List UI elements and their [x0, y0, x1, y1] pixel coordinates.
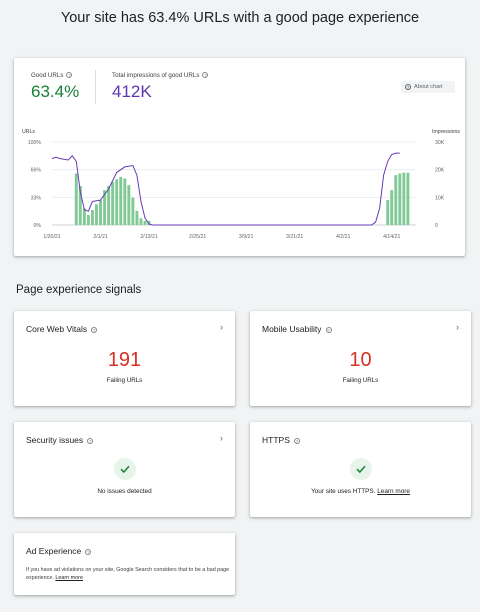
- security-status: No issues detected: [97, 488, 152, 495]
- good-urls-bar: [127, 185, 131, 225]
- left-tick-label: 33%: [31, 195, 42, 201]
- right-tick-label: 10K: [435, 195, 445, 201]
- help-icon[interactable]: ?: [325, 326, 332, 333]
- good-urls-bar: [123, 178, 127, 225]
- x-tick-label: 3/9/21: [239, 234, 254, 240]
- x-tick-label: 2/13/21: [140, 234, 157, 240]
- good-urls-value: 63.4%: [31, 82, 80, 101]
- help-icon[interactable]: ?: [66, 72, 73, 79]
- good-urls-bar: [139, 218, 143, 225]
- good-urls-bar: [115, 179, 119, 225]
- good-urls-bar: [90, 210, 94, 225]
- good-urls-bar: [82, 208, 86, 225]
- overview-card: Good URLs? 63.4% Total impressions of go…: [14, 58, 465, 256]
- metric-divider: [95, 70, 96, 104]
- good-urls-bar: [103, 190, 107, 225]
- good-urls-bar: [107, 185, 111, 225]
- help-icon: ?: [405, 83, 411, 90]
- about-chart-button[interactable]: ? About chart: [401, 81, 455, 93]
- security-issues-title: Security issues?: [26, 435, 94, 445]
- mobile-usability-card[interactable]: Mobile Usability? › 10 Failing URLs: [250, 311, 471, 406]
- right-tick-label: 0: [435, 223, 438, 229]
- good-urls-bar: [131, 197, 135, 225]
- good-urls-bar: [402, 172, 406, 225]
- good-urls-bar: [398, 173, 402, 225]
- left-tick-label: 0%: [34, 223, 42, 229]
- x-tick-label: 2/1/21: [93, 234, 108, 240]
- ad-experience-description: If you have ad violations on your site, …: [26, 567, 230, 581]
- right-tick-label: 20K: [435, 168, 445, 174]
- core-web-vitals-card[interactable]: Core Web Vitals? › 191 Failing URLs: [14, 311, 235, 406]
- good-urls-bar: [78, 185, 82, 225]
- core-web-vitals-title: Core Web Vitals?: [26, 324, 98, 334]
- https-card: HTTPS? Your site uses HTTPS. Learn more: [250, 422, 471, 517]
- page-title: Your site has 63.4% URLs with a good pag…: [60, 10, 420, 26]
- x-tick-label: 2/25/21: [189, 234, 206, 240]
- help-icon[interactable]: ?: [87, 437, 94, 444]
- check-icon: [113, 458, 136, 480]
- chevron-right-icon[interactable]: ›: [220, 322, 223, 332]
- good-urls-bar: [390, 190, 394, 225]
- ad-experience-title: Ad Experience?: [26, 546, 92, 556]
- left-tick-label: 100%: [28, 140, 42, 146]
- good-urls-bar: [143, 220, 147, 225]
- good-urls-bar: [135, 210, 139, 225]
- good-urls-bar: [86, 215, 90, 225]
- x-tick-label: 1/20/21: [43, 234, 60, 240]
- ad-experience-learn-more-link[interactable]: Learn more: [55, 575, 83, 581]
- right-tick-label: 30K: [435, 140, 445, 146]
- impressions-metric-label: Total impressions of good URLs?: [112, 72, 209, 79]
- good-urls-bar: [119, 176, 123, 225]
- section-title: Page experience signals: [16, 284, 142, 296]
- overview-chart: URLs Impressions 100% 30K 66% 20K 33% 10K 0% 0 1/2…: [22, 129, 460, 240]
- x-tick-label: 4/2/21: [336, 234, 351, 240]
- good-urls-bar: [99, 200, 102, 225]
- core-web-vitals-failing-label: Failing URLs: [106, 377, 143, 384]
- good-urls-bar: [147, 220, 151, 225]
- left-tick-label: 66%: [31, 168, 42, 174]
- good-urls-bar: [386, 200, 390, 225]
- security-issues-card[interactable]: Security issues? › No issues detected: [14, 422, 235, 517]
- chevron-right-icon[interactable]: ›: [456, 322, 459, 332]
- check-icon: [349, 458, 372, 480]
- right-axis-title: Impressions: [432, 129, 460, 135]
- help-icon[interactable]: ?: [293, 437, 300, 444]
- good-urls-bar: [74, 173, 78, 225]
- mobile-usability-title: Mobile Usability?: [262, 324, 332, 334]
- left-axis-title: URLs: [22, 129, 35, 135]
- chevron-right-icon[interactable]: ›: [220, 433, 223, 443]
- ad-experience-card: Ad Experience? If you have ad violations…: [14, 533, 235, 595]
- help-icon[interactable]: ?: [85, 548, 92, 555]
- good-urls-bar: [406, 172, 410, 225]
- help-icon[interactable]: ?: [202, 72, 209, 79]
- mobile-usability-failing-label: Failing URLs: [342, 377, 379, 384]
- https-title: HTTPS?: [262, 435, 300, 445]
- help-icon[interactable]: ?: [91, 326, 98, 333]
- good-urls-metric-label: Good URLs?: [31, 72, 73, 79]
- good-urls-bar: [95, 204, 98, 225]
- https-learn-more-link[interactable]: Learn more: [377, 488, 410, 495]
- impressions-line: [157, 152, 400, 226]
- core-web-vitals-failing-count: 191: [107, 349, 142, 371]
- mobile-usability-failing-count: 10: [349, 349, 372, 371]
- https-status: Your site uses HTTPS. Learn more: [311, 488, 410, 495]
- x-tick-label: 3/21/21: [286, 234, 303, 240]
- impressions-value: 412K: [112, 82, 152, 101]
- good-urls-bar: [394, 175, 398, 225]
- good-urls-bar: [111, 181, 115, 225]
- x-tick-label: 4/14/21: [383, 234, 400, 240]
- impressions-line: [51, 155, 158, 226]
